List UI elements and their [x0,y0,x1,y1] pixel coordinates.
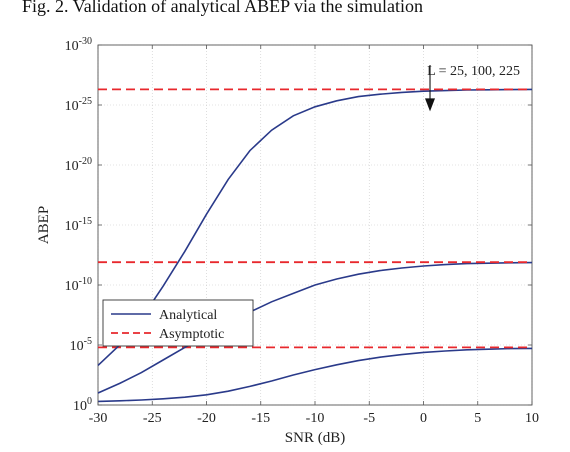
legend-label: Analytical [159,308,217,323]
x-tick-label: -5 [363,411,375,426]
x-axis-ticks: -30 -25 -20 -15 -10 -5 0 5 10 [89,45,539,426]
x-tick-label: -25 [143,411,162,426]
x-tick-label: -30 [89,411,108,426]
y-tick-label: 10-30 [65,36,92,54]
y-tick-label: 10-20 [65,156,92,174]
y-axis-label: ABEP [36,206,52,244]
x-tick-label: -10 [306,411,325,426]
x-tick-label: 0 [420,411,427,426]
y-tick-label: 10-5 [70,336,92,354]
analytical-line-1 [97,347,533,403]
analytical-line-2 [97,261,533,394]
figure-caption-text: Fig. 2. Validation of analytical ABEP vi… [22,0,423,16]
legend-box [102,299,254,347]
figure-caption: Fig. 2. Validation of analytical ABEP vi… [0,0,570,24]
x-tick-label: -20 [197,411,216,426]
series-layer [97,88,533,403]
x-tick-label: 10 [525,411,539,426]
y-tick-label: 10-15 [65,216,92,234]
y-tick-label: 10-25 [65,96,92,114]
legend: Analytical Asymptotic [102,299,254,347]
major-grid [97,44,533,406]
y-axis-ticks: 100 10-5 10-10 10-15 10-20 10-25 10-30 [65,36,532,414]
y-tick-label: 100 [73,396,92,414]
x-tick-label: 5 [474,411,481,426]
arrow-head [425,98,436,112]
analytical-line-3 [97,88,533,366]
l-annotation: L = 25, 100, 225 [425,64,520,112]
x-tick-label: -15 [251,411,270,426]
x-axis-label: SNR (dB) [285,430,345,446]
annotation-text: L = 25, 100, 225 [427,64,520,79]
y-tick-label: 10-10 [65,276,92,294]
legend-label: Asymptotic [159,327,224,342]
